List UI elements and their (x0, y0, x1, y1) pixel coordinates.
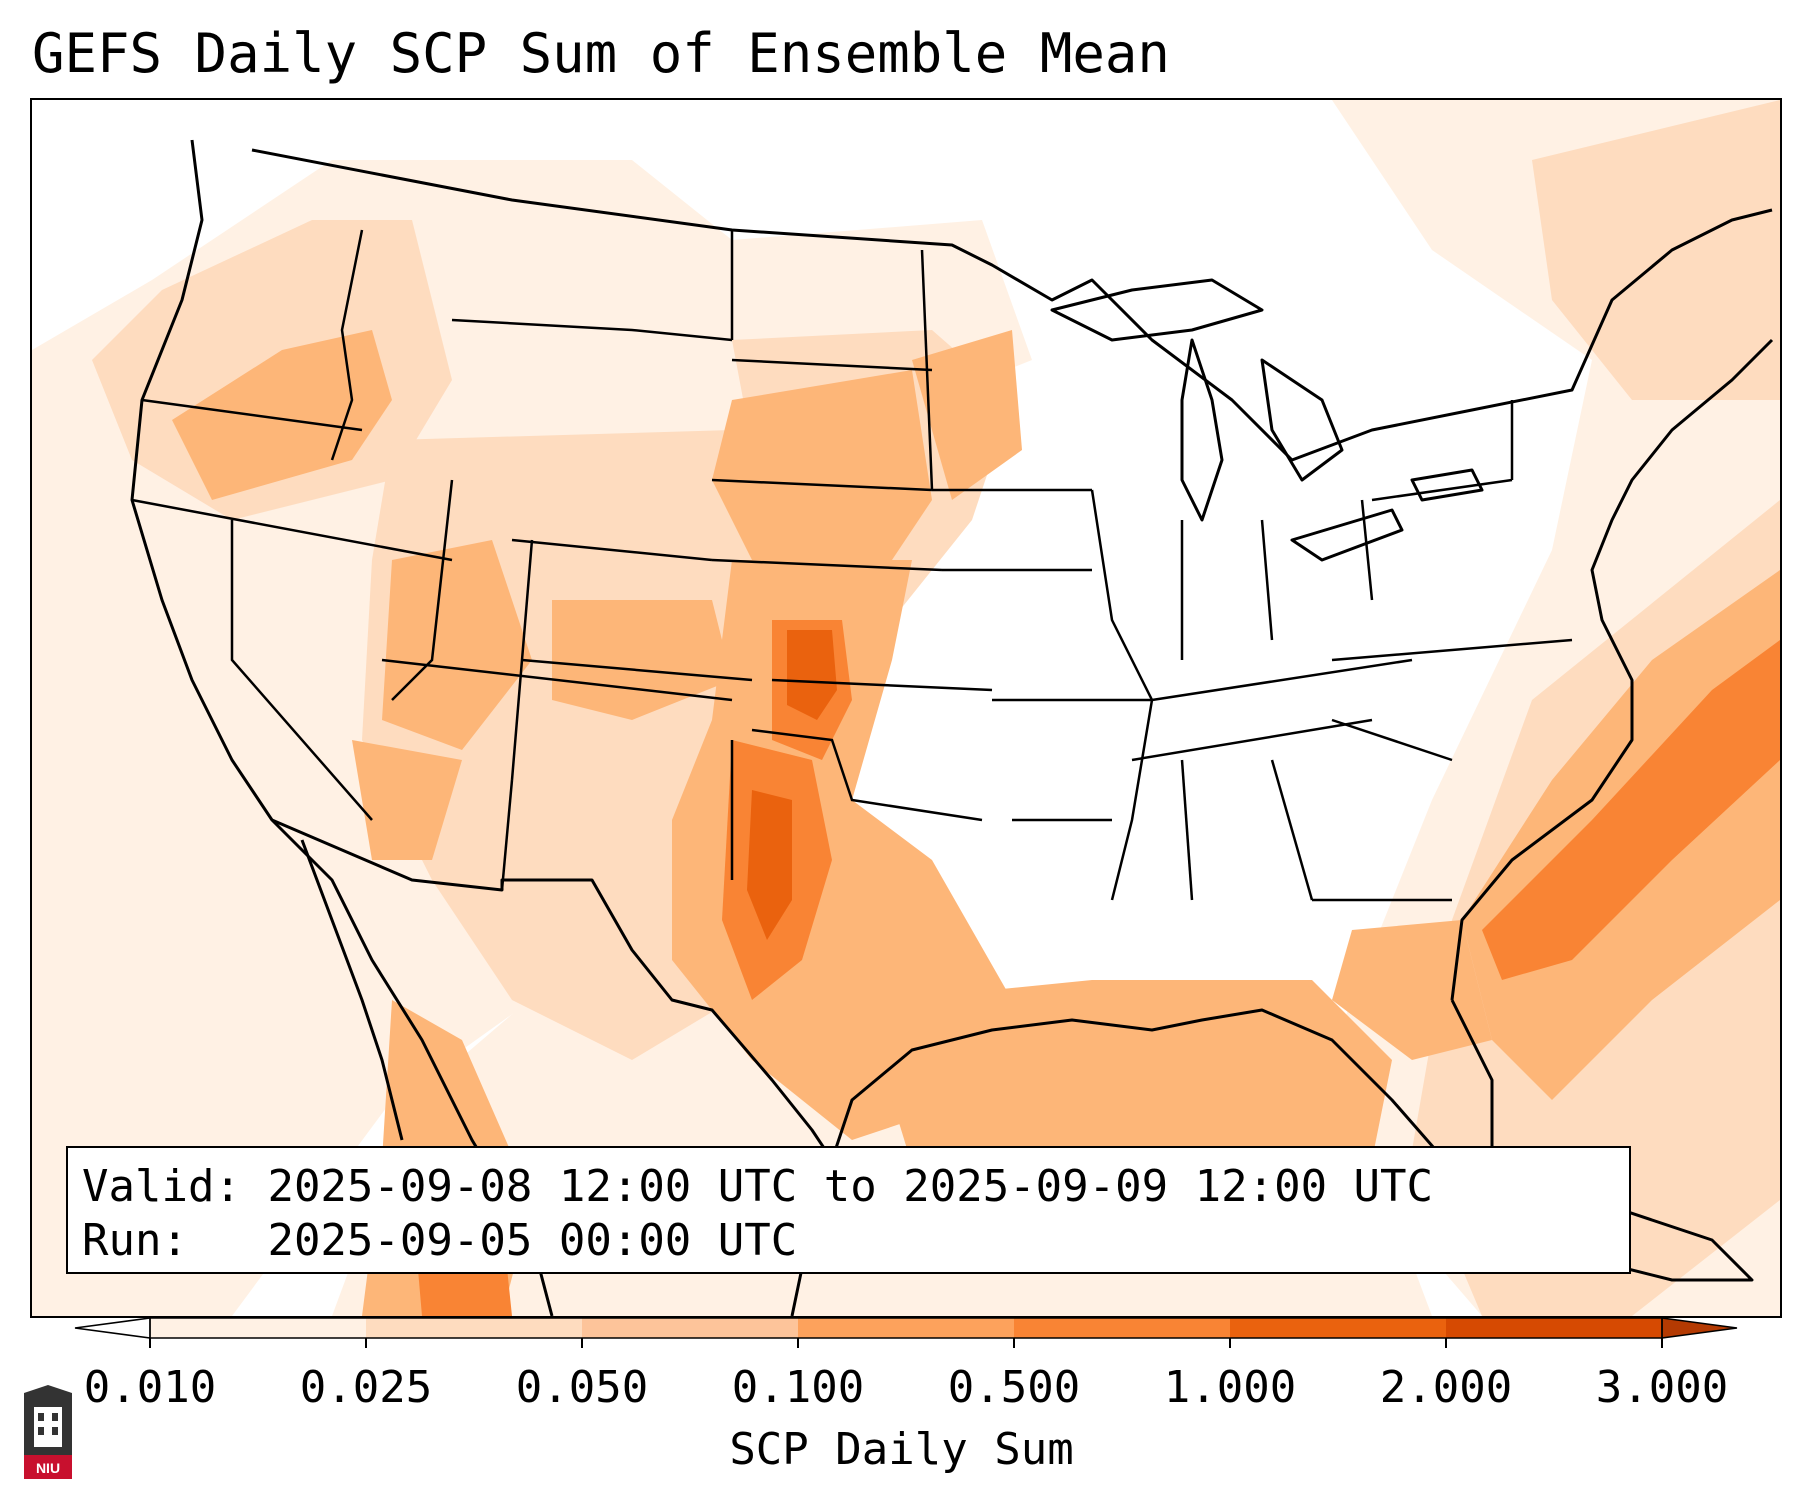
colorbar-tick-label: 0.100 (731, 1362, 865, 1413)
lake-erie (1290, 508, 1404, 562)
border-ok-tx (751, 728, 983, 822)
border-sd-ne (711, 478, 933, 492)
colorbar-tick-label: 2.000 (1379, 1362, 1513, 1413)
map-title: GEFS Daily SCP Sum of Ensemble Mean (32, 22, 1170, 85)
colorbar-segment (1230, 1318, 1447, 1338)
run-value: 2025-09-05 00:00 UTC (267, 1215, 798, 1266)
colorbar-extend-min (74, 1317, 151, 1339)
colorbar-segment (798, 1318, 1015, 1338)
border-tn-ky (1151, 658, 1413, 702)
colorbar-label: SCP Daily Sum (729, 1424, 1074, 1475)
valid-value: 2025-09-08 12:00 UTC to 2025-09-09 12:00… (267, 1161, 1434, 1212)
border-nd-sd (731, 358, 933, 372)
coast-pacific (130, 139, 554, 1316)
shade-level3-arizona (352, 740, 462, 860)
lake-michigan (1180, 338, 1224, 522)
colorbar-frame (149, 1317, 1663, 1339)
colorbar-tick-label: 0.500 (947, 1362, 1081, 1413)
border-oh-pa (1360, 499, 1374, 601)
state-borders (131, 229, 1573, 902)
lake-superior (1050, 278, 1264, 342)
shade-level3-oregon (172, 330, 392, 500)
border-mt-wy (451, 318, 733, 342)
niu-seal-icon: NIU (24, 1385, 72, 1479)
scp-shading (32, 100, 1780, 1316)
border-al-ga (1270, 759, 1314, 901)
valid-label: Valid: (82, 1161, 241, 1212)
shade-level5-texas (747, 790, 792, 940)
niu-logo: NIU (20, 1385, 76, 1481)
border-ks-ok (771, 678, 993, 692)
border-or-ca-nv-id (131, 498, 453, 562)
border-wa-or (141, 398, 363, 432)
border-ne-ks (711, 558, 943, 572)
border-nc-sc (1331, 718, 1453, 762)
shade-level4-atlantic (1482, 640, 1780, 980)
colorbar-tick-label: 0.025 (299, 1362, 433, 1413)
border-pa-ny (1371, 478, 1513, 502)
border-ca-nv (230, 520, 373, 821)
border-ms-al (1180, 759, 1194, 901)
border-wy-co (511, 538, 713, 562)
colorbar-segment (1446, 1318, 1663, 1338)
colorbar-segments (74, 1317, 1738, 1348)
border-az-nm (500, 779, 514, 891)
colorbar-segment (1014, 1318, 1231, 1338)
map-panel (30, 98, 1782, 1318)
colorbar-segment (366, 1318, 583, 1338)
lake-huron (1260, 358, 1344, 482)
colorbar-segment (150, 1318, 367, 1338)
border-us-canada (251, 148, 1773, 462)
map-canvas (32, 100, 1780, 1316)
shade-level3-dakotas (712, 370, 932, 560)
colorbar-extend-max (1661, 1317, 1738, 1339)
shade-level3-colorado (552, 600, 732, 720)
coast-baja (300, 839, 404, 1141)
shade-level3-southeast (1332, 920, 1492, 1060)
colorbar-tick-label: 1.000 (1163, 1362, 1297, 1413)
shade-level3-minnesota (912, 330, 1022, 500)
border-co-nm (521, 658, 753, 682)
colorbar-tick-label: 0.010 (83, 1362, 217, 1413)
colorbar-segment (582, 1318, 799, 1338)
border-us-mexico (271, 818, 834, 1161)
border-tn-south (1131, 718, 1373, 762)
svg-text:NIU: NIU (36, 1460, 60, 1476)
border-in-oh (1260, 519, 1274, 641)
border-dakotas-mn (920, 249, 934, 491)
shade-level3-utah (382, 540, 532, 750)
coast-atlantic (1450, 338, 1774, 1001)
border-va-nc (1331, 638, 1573, 662)
valid-run-box: Valid: 2025-09-08 12:00 UTC to 2025-09-0… (66, 1146, 1631, 1274)
border-id-mt (330, 229, 364, 461)
border-mississippi (1090, 489, 1154, 901)
shade-level2-ne (1532, 100, 1780, 400)
border-ut-az (381, 658, 733, 702)
colorbar-tick-label: 0.050 (515, 1362, 649, 1413)
run-label: Run: (82, 1215, 188, 1266)
colorbar-tick-label: 3.000 (1595, 1362, 1729, 1413)
border-nv-ut (391, 479, 454, 701)
shade-level5-kansas (787, 630, 837, 720)
